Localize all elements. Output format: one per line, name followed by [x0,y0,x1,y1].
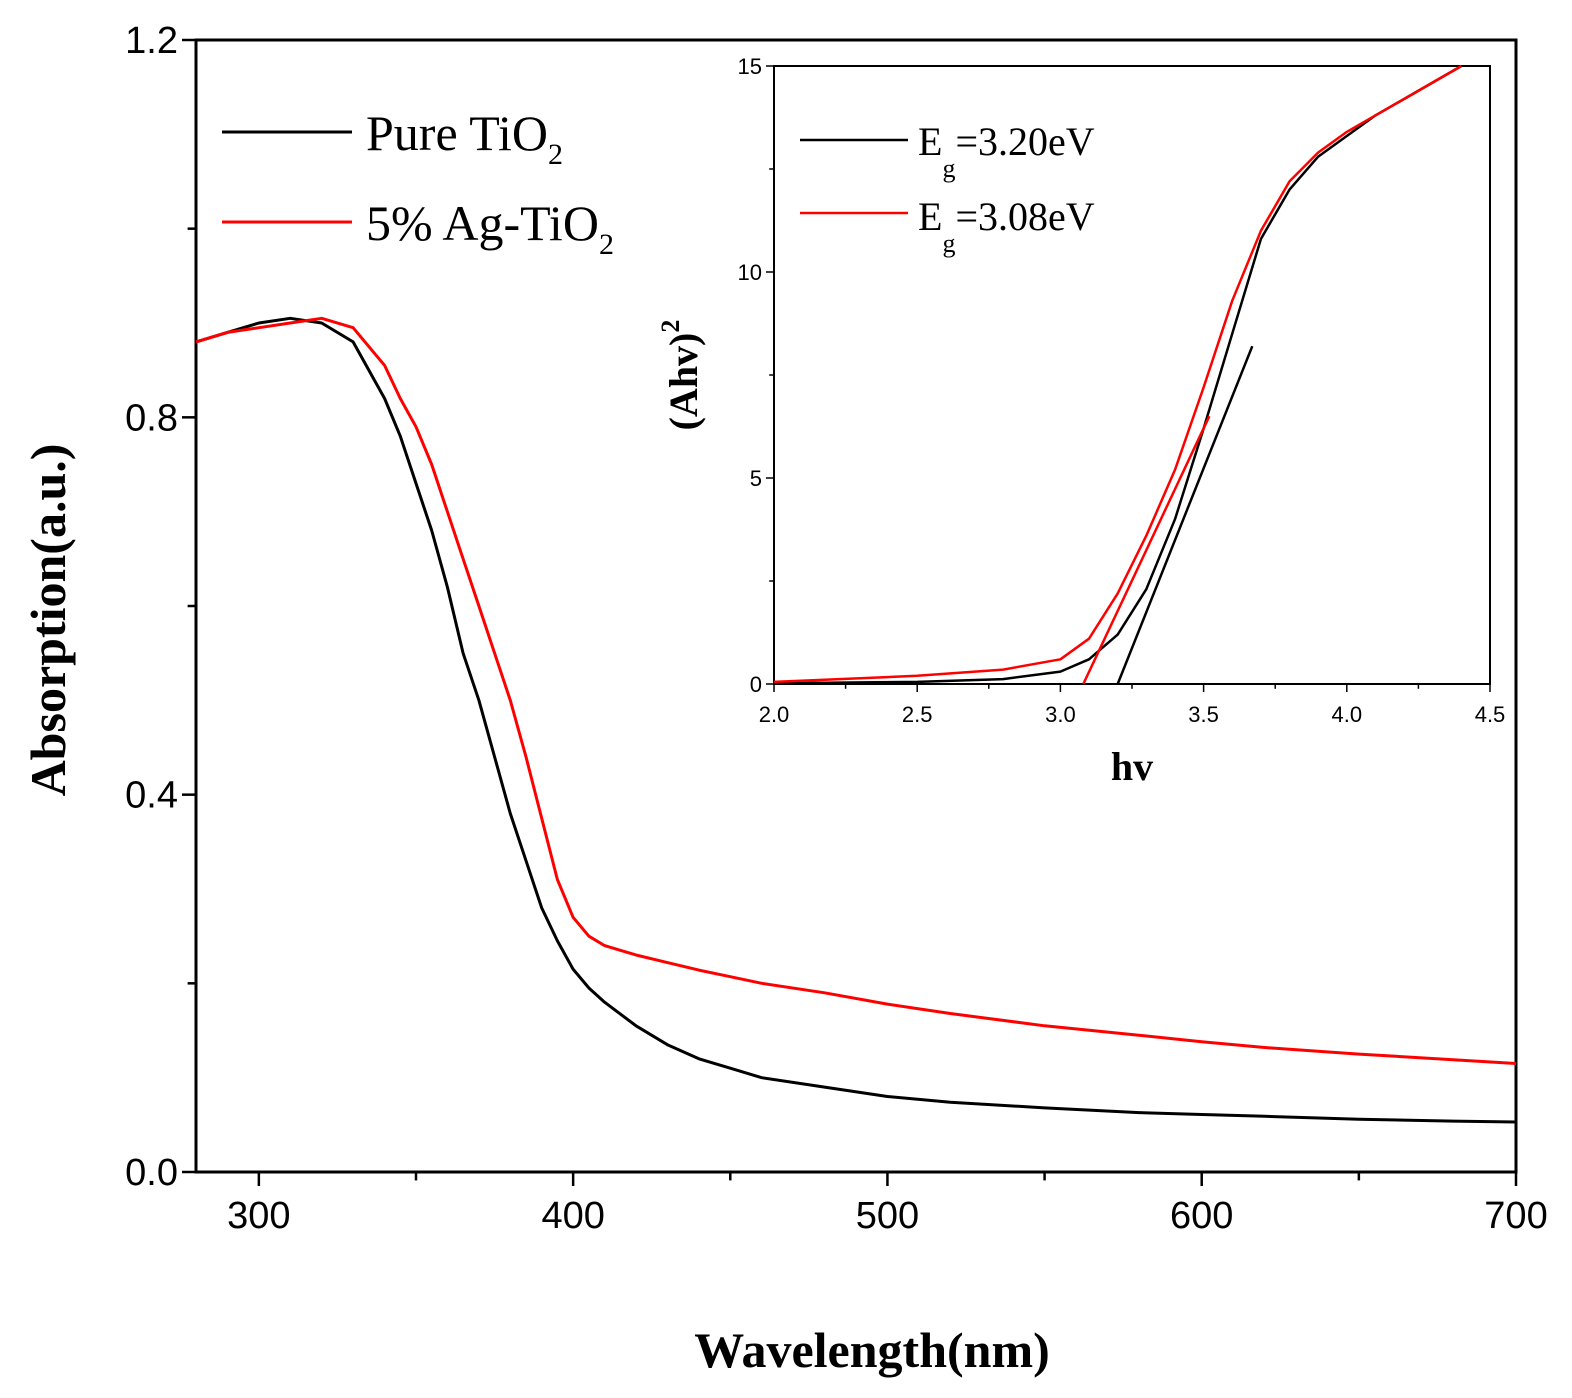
inset-x-tick-label: 4.5 [1475,702,1506,727]
main-x-tick-label: 300 [227,1195,290,1237]
inset-legend-label-ag: Eg=3.08eV [918,194,1095,258]
main-x-ticks: 300 400 500 600 700 [227,1172,1548,1237]
main-chart: 300 400 500 600 700 0.0 0.4 0.8 1.2 Wavelength(… [20,20,1548,1378]
main-y-ticks: 0.0 0.4 0.8 1.2 [125,20,196,1194]
inset-y-tick-label: 0 [750,672,762,697]
main-y-axis-title: Absorption(a.u.) [20,444,76,797]
inset-x-ticks: 2.0 2.5 3.0 3.5 4.0 4.5 [759,684,1506,727]
main-series-ag-tio2 [195,316,1517,1065]
inset-x-axis-title: hv [1111,744,1153,789]
inset-x-tick-label: 4.0 [1332,702,1363,727]
legend-label-pure-tio2: Pure TiO2 [366,105,563,171]
main-series [195,316,1517,1124]
main-x-tick-label: 600 [1170,1195,1233,1237]
main-x-tick-label: 500 [856,1195,919,1237]
inset-y-axis-title: (Ahv)2 [656,320,706,431]
main-y-tick-label: 0.0 [125,1152,178,1194]
inset-y-tick-label: 5 [750,466,762,491]
main-y-tick-label: 0.8 [125,397,178,439]
inset-y-tick-label: 15 [738,54,762,79]
legend-label-ag-tio2: 5% Ag-TiO2 [366,195,614,261]
inset-series-ag-tio2 [773,64,1463,684]
main-x-axis-title: Wavelength(nm) [694,1322,1050,1378]
inset-bandgap-fit-pure-tio2 [1116,345,1254,685]
main-legend: Pure TiO2 5% Ag-TiO2 [222,105,614,261]
main-y-tick-label: 1.2 [125,20,178,62]
main-x-tick-label: 400 [541,1195,604,1237]
main-x-tick-label: 700 [1484,1195,1547,1237]
inset-y-tick-label: 10 [738,260,762,285]
main-y-tick-label: 0.4 [125,775,178,817]
inset-bandgap-fit-ag-tio2 [1082,415,1211,685]
inset-background [774,66,1490,684]
main-series-pure-tio2 [195,316,1517,1124]
inset-legend: Eg=3.20eV Eg=3.08eV [800,119,1095,258]
inset-y-ticks: 0 5 10 15 [738,54,774,697]
inset-x-tick-label: 3.0 [1045,702,1076,727]
inset-x-tick-label: 2.0 [759,702,790,727]
inset-x-tick-label: 3.5 [1188,702,1219,727]
inset-chart: 2.0 2.5 3.0 3.5 4.0 4.5 0 5 10 15 hv (Ahv)2 Eg=3… [656,54,1505,789]
inset-x-tick-label: 2.5 [902,702,933,727]
inset-legend-label-pure: Eg=3.20eV [918,119,1095,183]
inset-series [773,64,1463,685]
